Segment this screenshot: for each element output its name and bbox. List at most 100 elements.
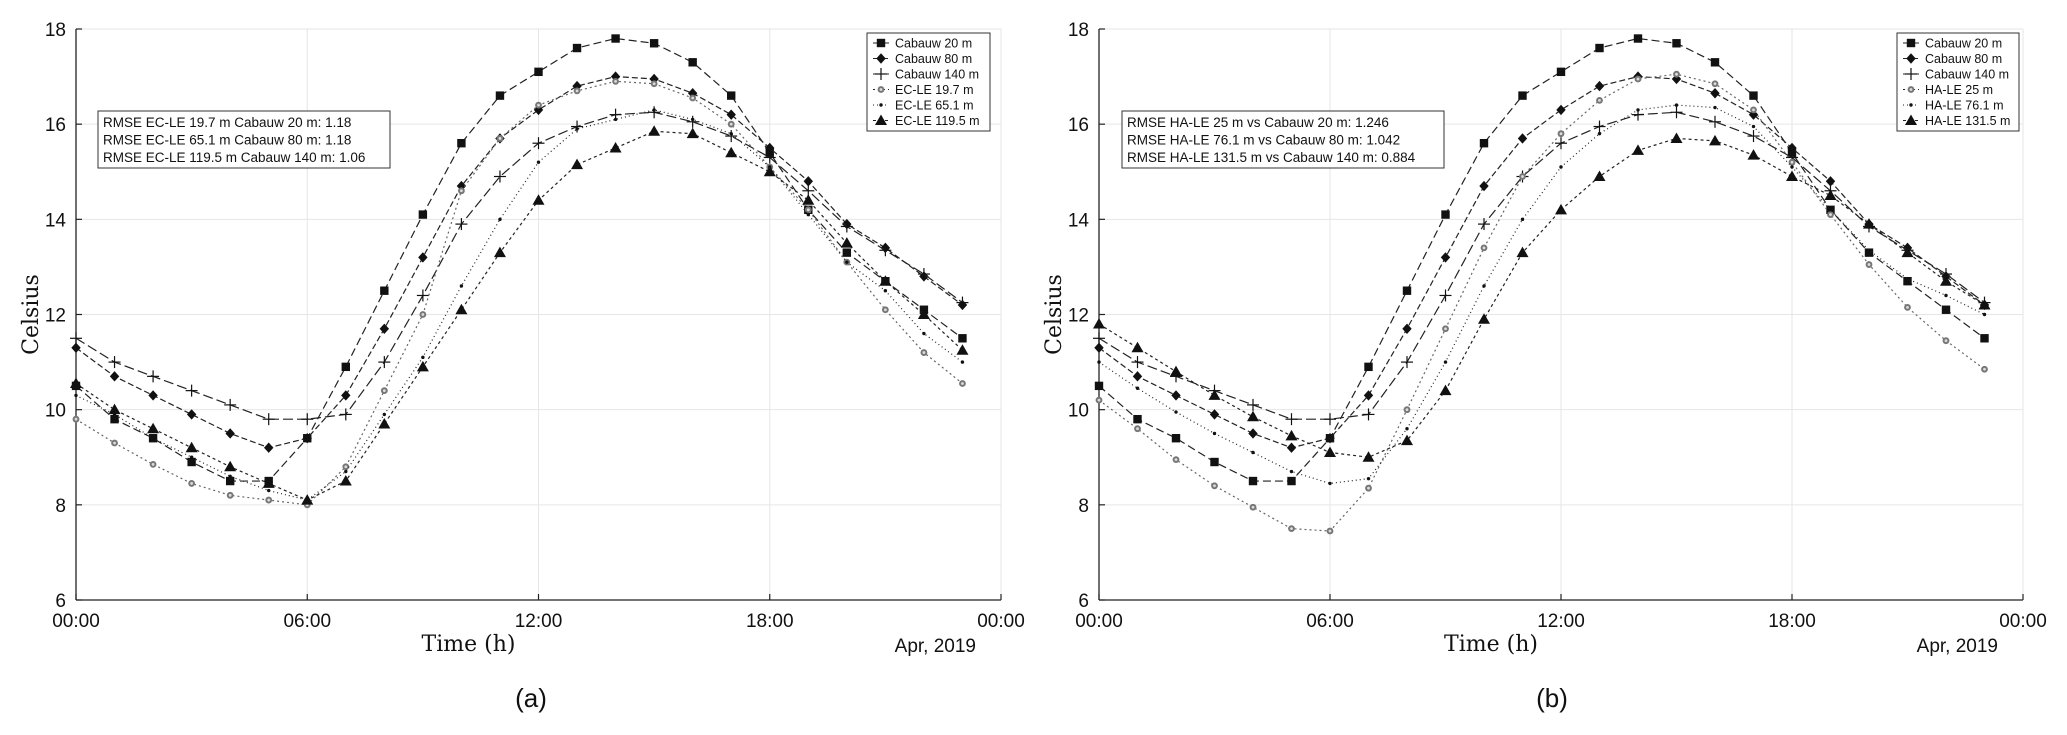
- data-point: [151, 436, 155, 440]
- data-point: [879, 275, 892, 286]
- data-point: [457, 139, 466, 148]
- series-line: [1098, 37, 1985, 482]
- data-point: [1093, 318, 1105, 329]
- rmse-annotation: RMSE HA-LE 25 m vs Cabauw 20 m: 1.246 RMS…: [1121, 110, 1445, 169]
- legend-entry: Cabauw 20 m: [1903, 37, 2002, 51]
- data-point: [1901, 246, 1914, 258]
- legend-entry: HA-LE 25 m: [1903, 83, 1993, 97]
- data-point: [1520, 217, 1525, 222]
- data-point: [1828, 208, 1833, 212]
- legend-label: Cabauw 140 m: [895, 68, 979, 82]
- data-point: [1710, 58, 1720, 67]
- data-point: [110, 414, 119, 424]
- series-line: [1098, 75, 1985, 449]
- data-point: [532, 194, 545, 205]
- data-point: [686, 127, 699, 139]
- data-point: [1133, 414, 1142, 424]
- data-point: [1824, 189, 1837, 201]
- data-point: [1671, 73, 1682, 85]
- legend-marker: [1905, 68, 1917, 80]
- data-point: [765, 142, 775, 154]
- legend-entry: Cabauw 140 m: [873, 68, 979, 82]
- data-point: [1751, 124, 1756, 129]
- chart-panel-a: 6 8 10 12 14 16 18 00:00 06:00 12:00 18:00 00:00 Tim…: [19, 20, 1025, 713]
- data-point: [267, 488, 271, 493]
- y-axis-label: Celsius: [1042, 274, 1067, 355]
- data-point: [959, 380, 966, 387]
- data-point: [147, 422, 160, 434]
- data-point: [1482, 284, 1486, 288]
- x-tick-label: 00:00: [52, 611, 100, 632]
- data-point: [1633, 34, 1643, 43]
- series-ec-le-65-1-m: [74, 108, 965, 502]
- data-point: [495, 91, 505, 100]
- data-point: [725, 146, 738, 158]
- rmse-box: [1121, 110, 1445, 169]
- data-point: [1555, 137, 1567, 150]
- data-point: [1248, 476, 1258, 486]
- data-point: [108, 356, 121, 369]
- y-tick-label: 18: [1068, 20, 1089, 41]
- data-point: [186, 409, 197, 420]
- data-point: [1519, 173, 1526, 180]
- data-point: [455, 218, 468, 231]
- data-point: [1212, 431, 1217, 436]
- x-axis-label: Time (h): [422, 632, 516, 657]
- data-point: [111, 439, 118, 447]
- rmse-box: [97, 110, 391, 169]
- legend-marker: [1907, 86, 1915, 93]
- data-point: [1827, 211, 1834, 218]
- data-point: [225, 476, 235, 486]
- data-point: [1211, 482, 1218, 490]
- data-point: [1709, 115, 1721, 128]
- chart-panel-b: 6 8 10 12 14 16 18 00:00 06:00 12:00 18:00 00:00 Tim…: [1042, 20, 2047, 713]
- y-tick-label: 12: [1068, 306, 1089, 327]
- data-point: [378, 417, 391, 429]
- data-point: [493, 170, 506, 183]
- data-point: [224, 460, 237, 472]
- data-point: [804, 206, 812, 214]
- legend-marker: [876, 38, 886, 48]
- data-point: [1905, 277, 1910, 281]
- data-point: [1480, 244, 1488, 252]
- y-tick-label: 10: [45, 401, 66, 422]
- legend-marker: [1909, 103, 1913, 107]
- x-tick-label: 06:00: [1306, 611, 1354, 632]
- data-point: [1749, 91, 1758, 100]
- x-tick-label: 06:00: [283, 611, 331, 632]
- data-point: [1443, 360, 1448, 364]
- data-point: [1172, 456, 1180, 464]
- data-point: [1247, 398, 1259, 411]
- data-point: [1516, 246, 1529, 258]
- data-point: [917, 268, 930, 281]
- data-point: [960, 360, 965, 364]
- data-point: [1786, 170, 1798, 182]
- legend-marker: [875, 114, 887, 125]
- data-point: [339, 408, 352, 421]
- y-tick-label: 6: [1078, 591, 1089, 612]
- legend-marker: [875, 68, 887, 80]
- data-point: [1249, 503, 1257, 511]
- data-point: [380, 387, 388, 395]
- data-point: [1747, 149, 1760, 160]
- legend-label: EC-LE 65.1 m: [895, 99, 974, 113]
- data-point: [727, 91, 736, 100]
- data-point: [225, 428, 235, 439]
- x-tick-label: 00:00: [1075, 611, 1123, 632]
- data-point: [842, 248, 852, 257]
- data-point: [1362, 408, 1375, 421]
- data-point: [496, 135, 504, 142]
- data-point: [806, 212, 810, 217]
- data-point: [149, 460, 157, 468]
- legend-label: Cabauw 140 m: [1925, 68, 2009, 82]
- data-point: [1131, 356, 1144, 369]
- series-ha-le-25-m: [1095, 70, 1988, 535]
- legend-label: Cabauw 80 m: [895, 52, 972, 66]
- legend-label: EC-LE 119.5 m: [895, 114, 980, 128]
- legend-marker: [876, 53, 886, 64]
- data-point: [498, 217, 502, 222]
- legend-entry: Cabauw 80 m: [1903, 52, 2002, 66]
- date-label: Apr, 2019: [1917, 636, 1998, 657]
